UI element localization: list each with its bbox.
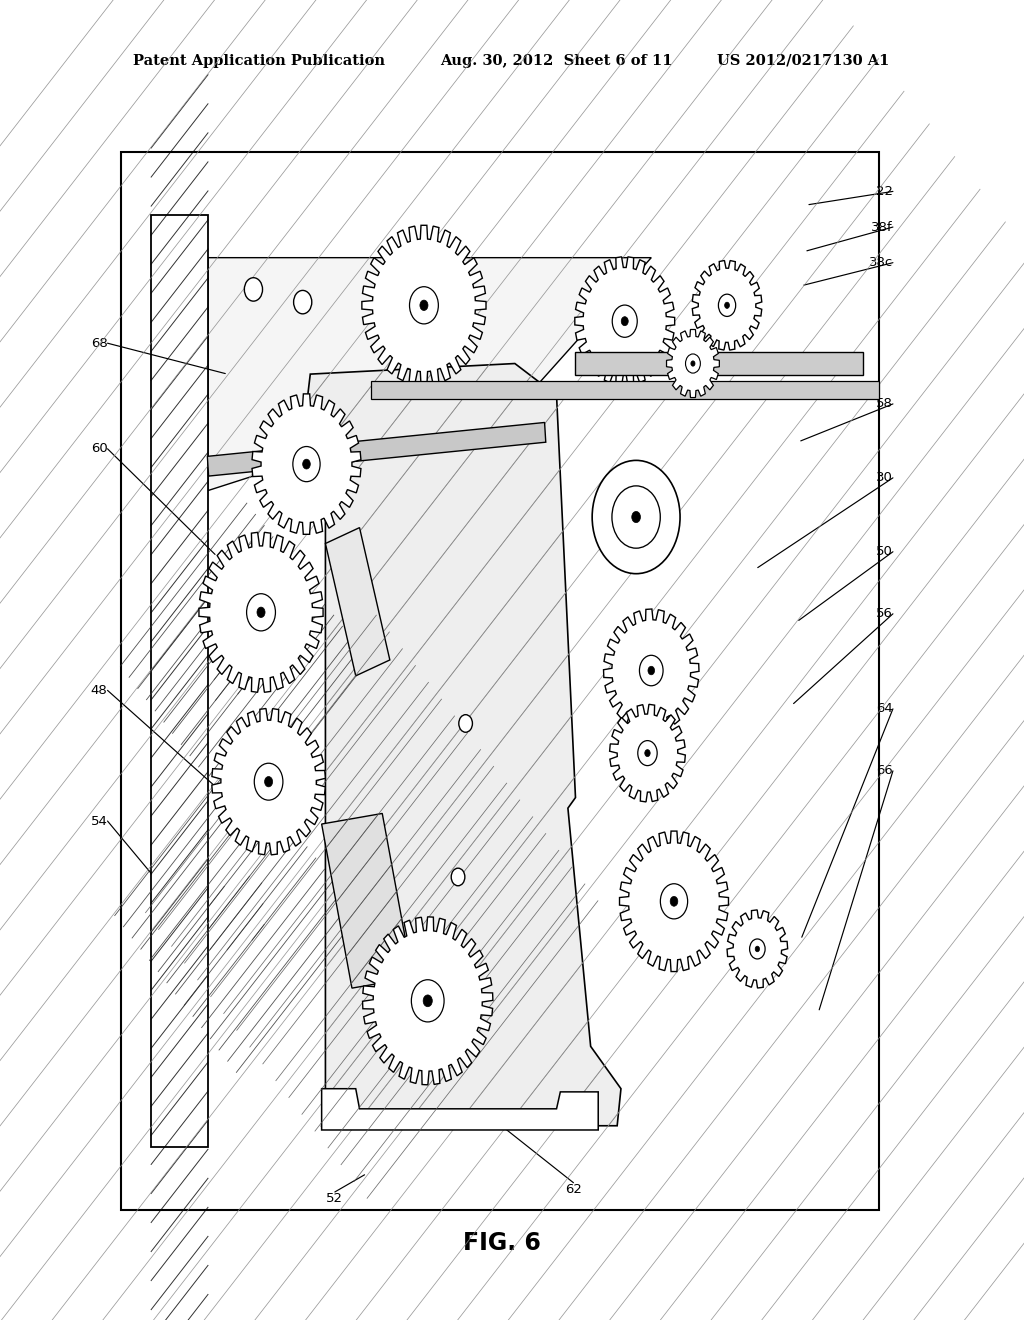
Polygon shape [306, 363, 621, 1126]
Circle shape [459, 714, 472, 733]
Circle shape [639, 655, 664, 686]
Text: 38c: 38c [868, 256, 893, 269]
Circle shape [410, 286, 438, 323]
Text: 22: 22 [876, 185, 893, 198]
Bar [121, 152, 879, 1210]
Circle shape [264, 776, 272, 787]
Circle shape [691, 360, 695, 366]
Polygon shape [667, 330, 719, 397]
Bar [152, 215, 208, 1147]
Text: 66: 66 [877, 764, 893, 777]
Polygon shape [212, 709, 326, 855]
Polygon shape [727, 909, 787, 989]
Circle shape [725, 302, 729, 309]
Circle shape [755, 946, 760, 952]
Text: Aug. 30, 2012  Sheet 6 of 11: Aug. 30, 2012 Sheet 6 of 11 [440, 54, 673, 67]
Polygon shape [322, 1089, 598, 1130]
Polygon shape [252, 393, 360, 535]
Circle shape [612, 486, 660, 548]
Circle shape [638, 741, 657, 766]
Text: 54: 54 [91, 814, 108, 828]
Polygon shape [208, 422, 546, 477]
Circle shape [412, 979, 444, 1022]
Circle shape [632, 511, 640, 523]
Polygon shape [208, 257, 651, 491]
Circle shape [294, 290, 311, 314]
Text: 62: 62 [565, 1183, 582, 1196]
Text: 38f: 38f [871, 220, 893, 234]
Circle shape [750, 939, 765, 958]
Text: US 2012/0217130 A1: US 2012/0217130 A1 [717, 54, 889, 67]
Circle shape [420, 300, 428, 310]
Circle shape [293, 446, 321, 482]
Polygon shape [603, 609, 699, 733]
Polygon shape [362, 917, 493, 1085]
Circle shape [719, 294, 735, 317]
Circle shape [245, 277, 262, 301]
Polygon shape [609, 705, 685, 803]
Circle shape [452, 869, 465, 886]
Text: 48: 48 [91, 684, 108, 697]
Circle shape [685, 354, 700, 374]
Polygon shape [361, 226, 486, 385]
Text: 52: 52 [327, 1192, 343, 1205]
Polygon shape [574, 257, 675, 385]
Circle shape [254, 763, 283, 800]
Text: 60: 60 [91, 442, 108, 455]
Circle shape [648, 667, 654, 675]
Circle shape [257, 607, 265, 618]
Circle shape [592, 461, 680, 574]
Polygon shape [620, 832, 728, 972]
Circle shape [670, 896, 678, 907]
Text: 56: 56 [877, 607, 893, 620]
Polygon shape [575, 351, 863, 375]
Text: 68: 68 [91, 337, 108, 350]
Text: 58: 58 [877, 397, 893, 411]
Text: 30: 30 [877, 471, 893, 484]
Polygon shape [322, 813, 413, 989]
Polygon shape [371, 381, 879, 399]
Circle shape [645, 750, 650, 756]
Text: 64: 64 [877, 702, 893, 715]
Circle shape [423, 995, 432, 1007]
Circle shape [247, 594, 275, 631]
Text: Patent Application Publication: Patent Application Publication [133, 54, 385, 67]
Circle shape [303, 459, 310, 469]
Circle shape [660, 883, 688, 919]
Text: FIG. 6: FIG. 6 [463, 1232, 541, 1255]
Circle shape [612, 305, 637, 338]
Circle shape [622, 317, 629, 326]
Text: 50: 50 [877, 545, 893, 558]
Polygon shape [326, 528, 390, 676]
Polygon shape [199, 532, 324, 692]
Polygon shape [692, 260, 762, 350]
